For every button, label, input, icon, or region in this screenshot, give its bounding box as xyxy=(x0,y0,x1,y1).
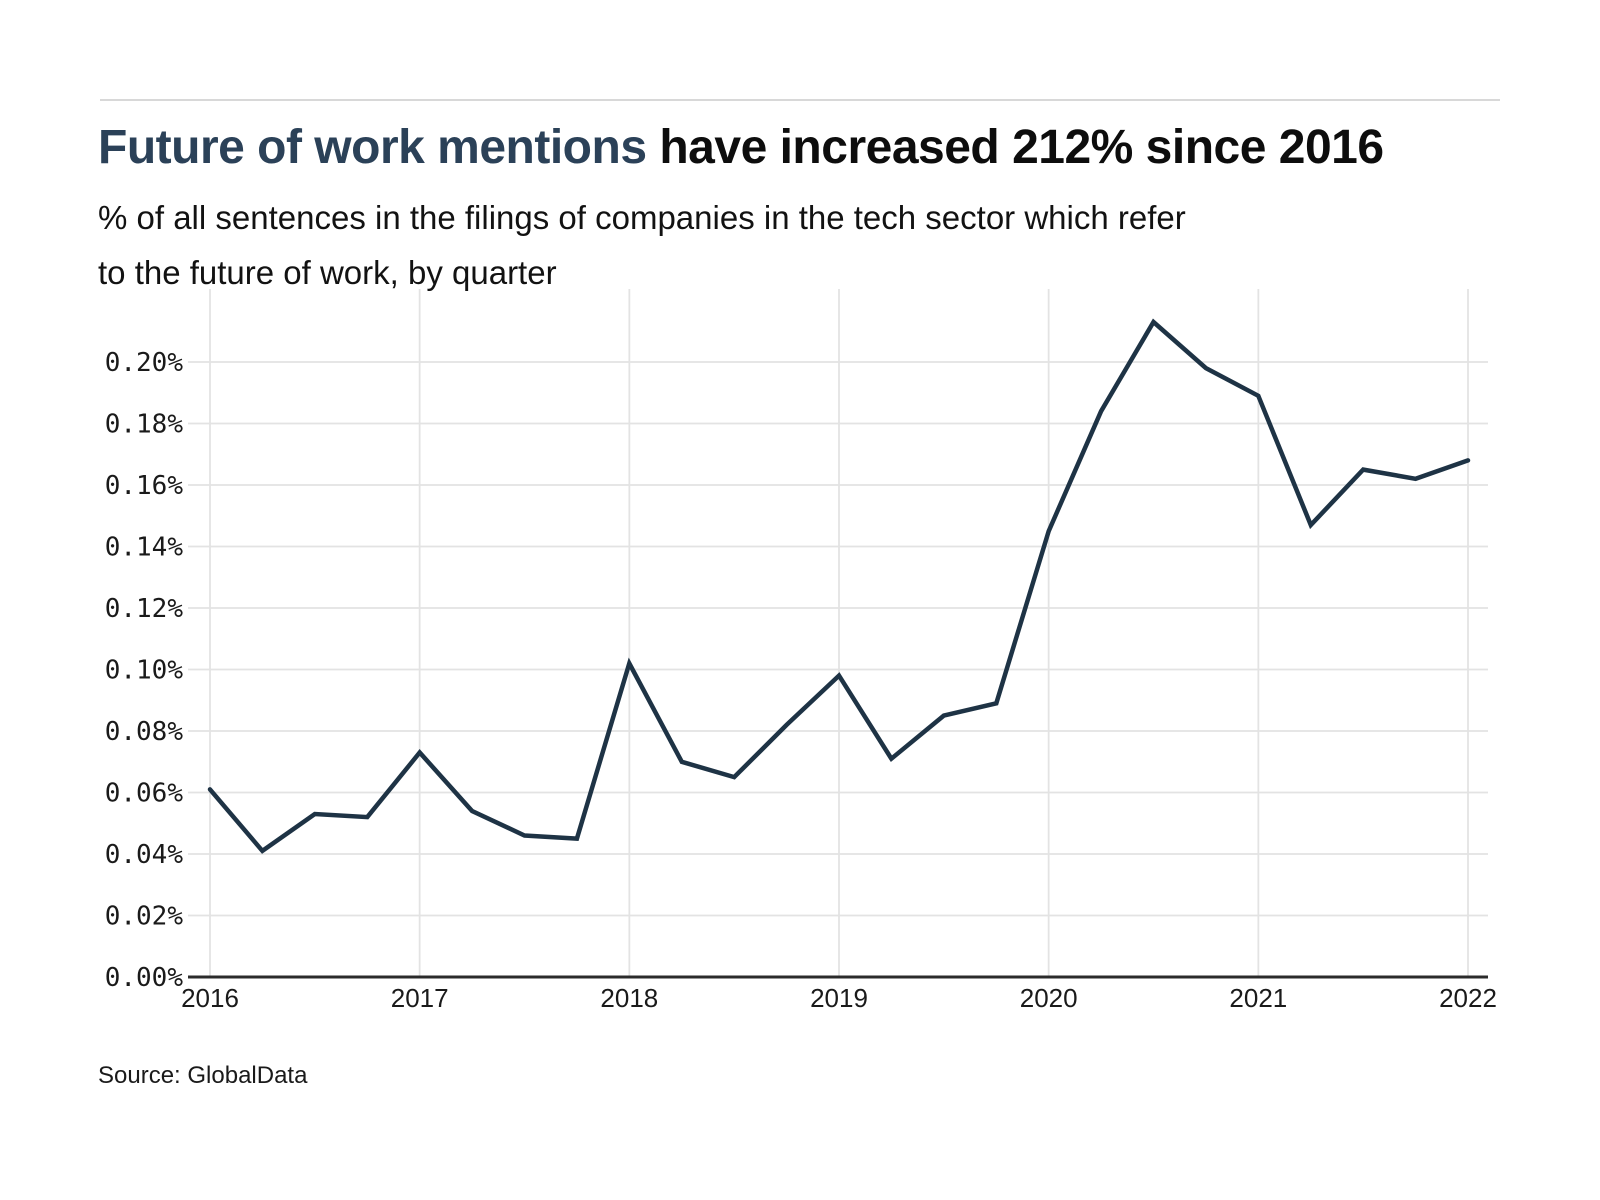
x-tick-label: 2016 xyxy=(181,983,239,1013)
y-tick-label: 0.10% xyxy=(105,656,184,686)
x-tick-label: 2017 xyxy=(391,983,449,1013)
y-tick-label: 0.14% xyxy=(105,533,184,563)
x-tick-label: 2021 xyxy=(1229,983,1287,1013)
y-tick-label: 0.20% xyxy=(105,348,184,378)
chart-subtitle: % of all sentences in the filings of com… xyxy=(98,190,1186,300)
y-tick-label: 0.00% xyxy=(105,963,184,993)
chart-title-rest: have increased 212% since 2016 xyxy=(646,121,1384,174)
data-line-series xyxy=(207,318,1471,854)
x-tick-label: 2019 xyxy=(810,983,868,1013)
x-tick-label: 2020 xyxy=(1020,983,1078,1013)
x-tick-label: 2022 xyxy=(1439,983,1497,1013)
chart-title: Future of work mentions have increased 2… xyxy=(98,120,1384,175)
y-tick-label: 0.02% xyxy=(105,902,184,932)
y-tick-label: 0.08% xyxy=(105,717,184,747)
chart-subtitle-line1: % of all sentences in the filings of com… xyxy=(98,199,1186,236)
chart-title-highlight: Future of work mentions xyxy=(98,121,647,174)
top-divider xyxy=(100,99,1500,101)
y-tick-label: 0.18% xyxy=(105,410,184,440)
y-tick-label: 0.12% xyxy=(105,594,184,624)
y-tick-label: 0.04% xyxy=(105,840,184,870)
source-attribution: Source: GlobalData xyxy=(98,1062,308,1089)
x-tick-label: 2018 xyxy=(600,983,658,1013)
y-tick-label: 0.06% xyxy=(105,779,184,809)
chart-subtitle-line2: to the future of work, by quarter xyxy=(98,254,557,291)
y-tick-label: 0.16% xyxy=(105,471,184,501)
